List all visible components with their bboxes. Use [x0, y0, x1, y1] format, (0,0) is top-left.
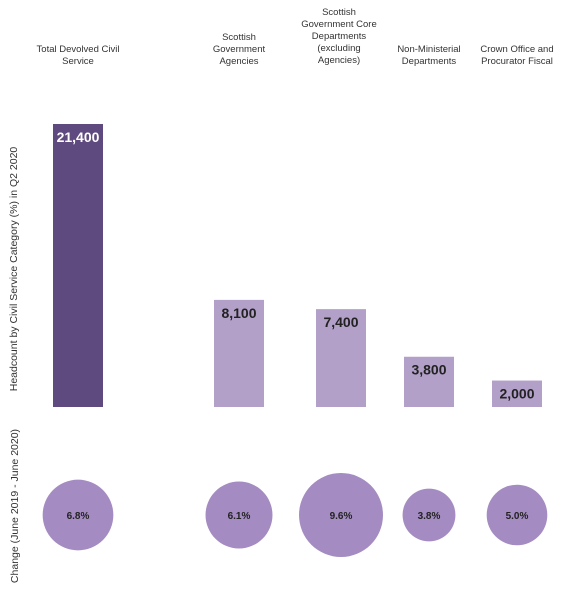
category-label-agencies: Scottish Government Agencies: [212, 32, 266, 67]
bar-value-label-crown-office: 2,000: [499, 386, 534, 402]
change-bubble-total: [42, 479, 114, 551]
change-bubble-crown-office: [486, 484, 548, 546]
bar-value-label-core-departments: 7,400: [323, 314, 358, 330]
category-label-core-departments: Scottish Government Core Departments (ex…: [301, 7, 377, 66]
change-bubble-non-ministerial: [402, 488, 456, 542]
change-bubble-agencies: [205, 481, 273, 549]
change-label-agencies: 6.1%: [228, 511, 251, 522]
change-label-non-ministerial: 3.8%: [418, 511, 441, 522]
bar-core-departments: [316, 309, 366, 407]
bar-total: [53, 124, 103, 407]
bar-value-label-non-ministerial: 3,800: [411, 362, 446, 378]
bar-value-label-total: 21,400: [57, 129, 100, 145]
category-label-non-ministerial: Non-Ministerial Departments: [397, 44, 461, 67]
change-label-core-departments: 9.6%: [330, 511, 353, 522]
category-label-total: Total Devolved Civil Service: [36, 44, 120, 67]
change-label-crown-office: 5.0%: [506, 511, 529, 522]
bar-agencies: [214, 299, 264, 407]
bar-value-label-agencies: 8,100: [221, 305, 256, 321]
bar-non-ministerial: [404, 356, 454, 407]
change-bubble-core-departments: [299, 473, 383, 557]
bar-crown-office: [492, 380, 542, 407]
category-label-crown-office: Crown Office and Procurator Fiscal: [480, 44, 554, 67]
change-label-total: 6.8%: [67, 511, 90, 522]
